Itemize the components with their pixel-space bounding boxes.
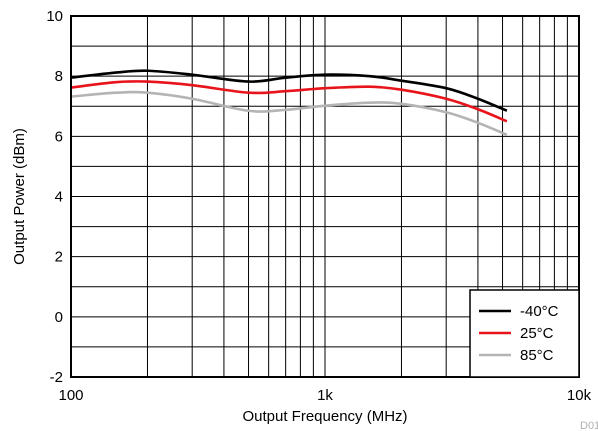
series-line-1: [70, 79, 508, 123]
x-tick-label: 10k: [567, 387, 592, 404]
series-layer: [70, 69, 508, 137]
x-tick-label: 100: [58, 387, 83, 404]
tick-labels: 100 1k 10k -2 0 2 4 6 8 10: [46, 8, 591, 404]
corner-id: D01: [580, 420, 598, 431]
x-axis-title: Output Frequency (MHz): [242, 408, 407, 425]
legend-label: 85°C: [520, 347, 554, 364]
legend-label: 25°C: [520, 325, 554, 342]
y-tick-label: 4: [55, 189, 63, 206]
y-tick-label: 8: [55, 68, 63, 85]
legend: -40°C 25°C 85°C: [469, 289, 580, 378]
y-axis-title: Output Power (dBm): [11, 128, 28, 265]
series-line-0: [70, 69, 508, 112]
y-tick-label: 6: [55, 128, 63, 145]
series-line-2: [70, 90, 508, 137]
y-tick-label: 0: [55, 309, 63, 326]
legend-label: -40°C: [520, 303, 559, 320]
y-tick-label: 10: [46, 8, 63, 25]
y-tick-label: 2: [55, 249, 63, 266]
x-tick-label: 1k: [317, 387, 333, 404]
plot-frame: [70, 15, 580, 378]
y-tick-label: -2: [50, 369, 63, 386]
